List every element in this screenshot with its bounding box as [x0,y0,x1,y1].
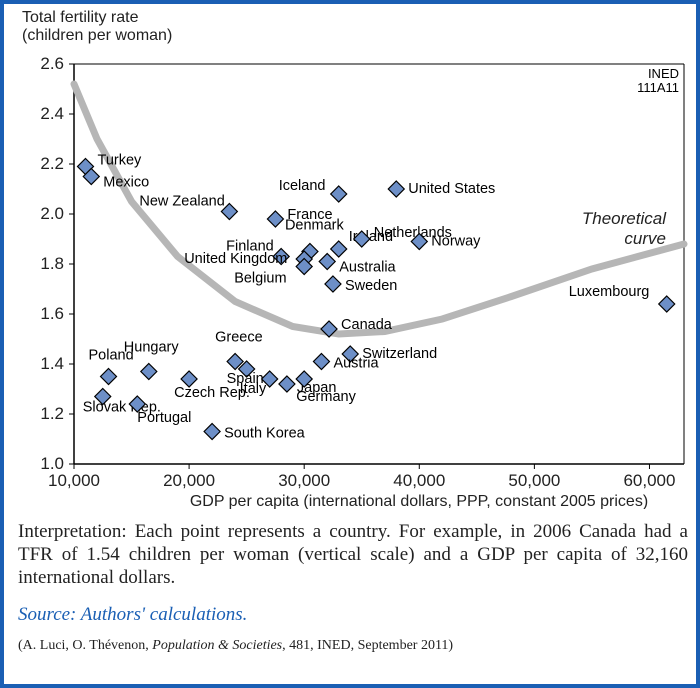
country-marker [331,241,347,257]
x-tick-label: 20,000 [163,471,215,490]
country-label: United Kingdom [184,251,287,267]
country-marker [388,181,404,197]
country-marker [313,354,329,370]
country-label: Australia [339,260,396,276]
country-marker [279,376,295,392]
interpretation-text: Interpretation: Each point represents a … [18,520,688,590]
credit-1: INED [648,66,679,81]
country-label: Mexico [103,175,149,191]
country-marker [659,296,675,312]
curve-label-1: Theoretical [582,209,667,228]
country-marker [141,364,157,380]
curve-label-2: curve [624,229,666,248]
x-axis-title: GDP per capita (international dollars, P… [190,493,648,509]
scatter-svg: Total fertility rate(children per woman)… [14,4,694,509]
y-tick-label: 2.2 [40,154,64,173]
y-tick-label: 2.0 [40,204,64,223]
country-marker [325,276,341,292]
country-marker [319,254,335,270]
y-tick-label: 1.8 [40,254,64,273]
country-label: Norway [431,234,481,250]
citation-text: (A. Luci, O. Thévenon, Population & Soci… [18,638,453,654]
x-tick-label: 30,000 [278,471,330,490]
country-label: Portugal [137,410,191,426]
country-label: United States [408,181,495,197]
credit-2: 111A11 [637,80,679,95]
y-tick-label: 2.4 [40,104,64,123]
country-label: Poland [89,348,134,364]
plot-area: Total fertility rate(children per woman)… [14,4,694,509]
y-axis-title-1: Total fertility rate [22,9,139,26]
x-tick-label: 60,000 [623,471,675,490]
country-label: Canada [341,317,393,333]
country-label: Austria [333,356,379,372]
country-label: New Zealand [139,194,224,210]
country-marker [204,424,220,440]
x-tick-label: 50,000 [508,471,560,490]
y-tick-label: 1.6 [40,304,64,323]
country-label: Czech Rep. [174,385,250,401]
country-label: South Korea [224,426,306,442]
country-label: Sweden [345,278,397,294]
country-label: Germany [296,389,356,405]
source-text: Source: Authors' calculations. [18,604,247,626]
y-axis-title-2: (children per woman) [22,27,172,44]
country-label: Iceland [279,178,326,194]
x-tick-label: 40,000 [393,471,445,490]
country-label: Belgium [234,271,286,287]
y-tick-label: 1.4 [40,354,64,373]
country-label: Denmark [285,218,345,234]
chart-container: Total fertility rate(children per woman)… [4,4,696,684]
y-tick-label: 2.6 [40,54,64,73]
y-tick-label: 1.2 [40,404,64,423]
country-label: Turkey [98,153,143,169]
country-marker [101,369,117,385]
country-label: Greece [215,330,263,346]
country-marker [267,211,283,227]
x-tick-label: 10,000 [48,471,100,490]
country-label: Luxembourg [569,284,650,300]
country-marker [331,186,347,202]
